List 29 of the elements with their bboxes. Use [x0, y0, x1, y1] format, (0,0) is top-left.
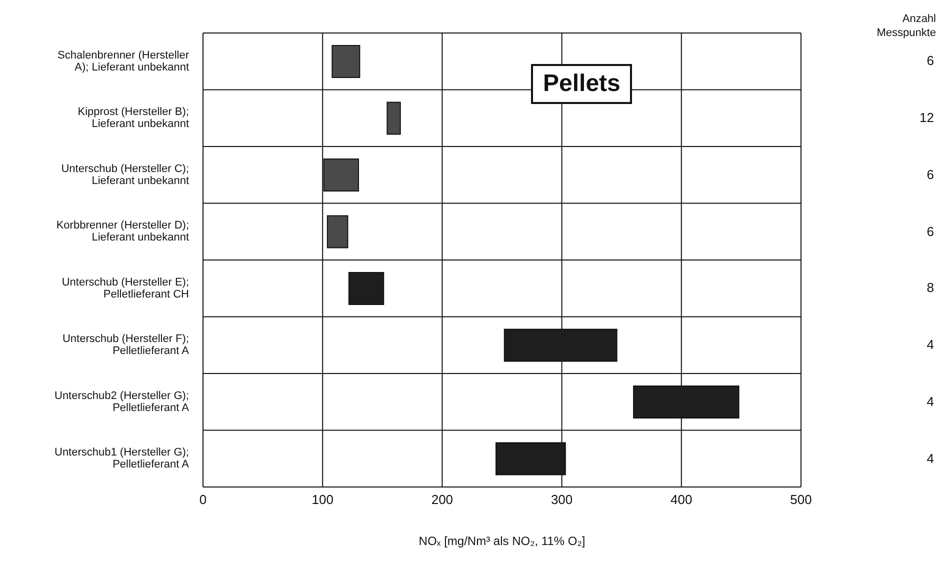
bar	[326, 215, 348, 248]
x-tick-label: 400	[670, 492, 692, 508]
bar	[332, 44, 360, 78]
bar	[386, 102, 401, 135]
y-tick-label: Unterschub2 (Hersteller G); Pelletlieferant A	[54, 390, 190, 414]
text: 6	[926, 224, 934, 240]
y-tick-label: Unterschub (Hersteller F); Pelletlieferant A	[62, 333, 190, 358]
x-tick-label: 100	[312, 492, 334, 508]
text: 4	[926, 337, 934, 354]
y-tick-label: Unterschub1 (Hersteller G); Pelletlieferant A	[54, 446, 190, 471]
y-tick-label: Unterschub (Hersteller E); Pelletlieferant CH	[62, 276, 190, 300]
x-tick-label: 500	[790, 492, 812, 508]
x-tick-label: 300	[550, 492, 573, 508]
y-tick-label: Kipprost (Hersteller B); Lieferant unbekannt	[78, 106, 189, 130]
text: 8	[926, 280, 934, 296]
text: 12	[920, 110, 934, 126]
bar	[348, 272, 384, 305]
y-tick-label: Schalenbrenner (Hersteller A); Lieferant unbekannt	[58, 49, 190, 74]
x-axis-title: NOₓ [mg/Nm³ als NO₂, 11% O₂]	[418, 534, 586, 548]
text: 6	[926, 53, 934, 70]
y-tick-label: Unterschub (Hersteller C); Lieferant unbekannt	[61, 162, 189, 187]
text: Anzahl Messpunkte	[876, 12, 936, 40]
annotation: Pellets	[531, 64, 632, 104]
x-tick-label: 0	[199, 492, 207, 508]
x-tick-label: 200	[431, 492, 454, 508]
text: 6	[926, 166, 934, 183]
y-tick-label: Korbbrenner (Hersteller D); Lieferant unbekannt	[56, 220, 189, 244]
text: 4	[926, 394, 934, 410]
text: 4	[926, 450, 934, 467]
